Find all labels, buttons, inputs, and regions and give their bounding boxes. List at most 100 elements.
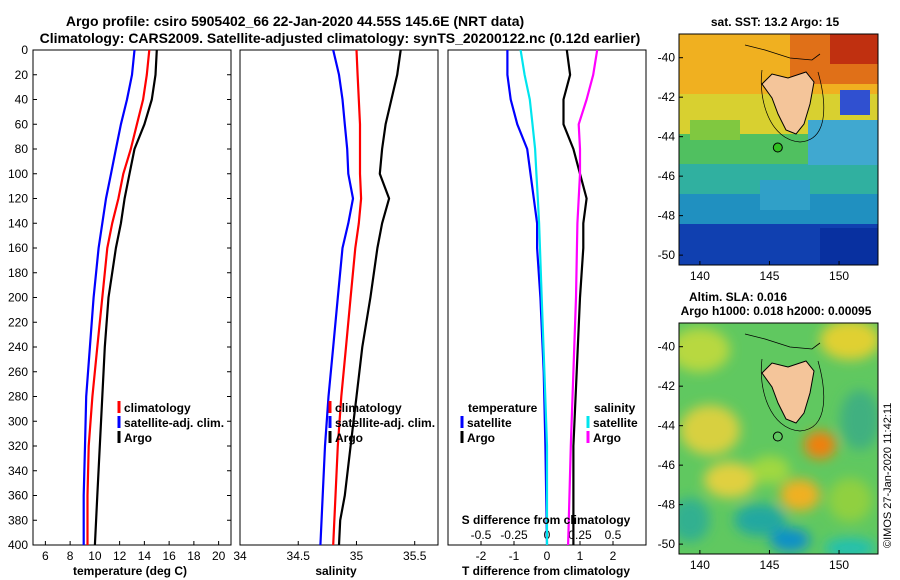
x-tick-label: 10 [88, 549, 102, 563]
map-lat-label: -42 [658, 90, 676, 104]
x-tick-label: -1 [509, 549, 520, 563]
map-lat-label: -44 [658, 130, 676, 144]
legend-label-temp-satellite: satellite [467, 416, 512, 430]
sla-map-subtitle: Argo h1000: 0.018 h2000: 0.00095 [681, 304, 872, 318]
map-lon-label: 145 [759, 269, 779, 283]
temperature-difference-xlabel: T difference from climatology [462, 564, 630, 578]
x-tick-label: 35.5 [403, 549, 427, 563]
salinity-legend: climatology satellite-adj. clim. Argo [328, 401, 435, 445]
depth-tick-label: 300 [8, 414, 28, 428]
legend-label-sal-satellite: satellite [593, 416, 638, 430]
salinity-diff-tick-label: -0.25 [500, 528, 528, 542]
depth-tick-label: 260 [8, 365, 28, 379]
series-line-satellite-adj-clim- [319, 50, 355, 545]
x-tick-label: 34.5 [287, 549, 311, 563]
map-lat-label: -40 [658, 340, 676, 354]
salinity-x-ticks: 34 34.5 35 35.5 [233, 541, 427, 563]
legend-label-argo: Argo [335, 431, 363, 445]
temperature-xlabel: temperature (deg C) [73, 564, 187, 578]
sst-map-title: sat. SST: 13.2 Argo: 15 [711, 15, 840, 29]
imos-watermark: ©IMOS 27-Jan-2020 11:42:11 [882, 403, 894, 548]
depth-tick-label: 0 [21, 43, 28, 57]
map-lon-label: 140 [690, 269, 710, 283]
depth-tick-label: 100 [8, 167, 28, 181]
salinity-diff-tick-label: 0.25 [568, 528, 592, 542]
depth-tick-label: 120 [8, 192, 28, 206]
depth-tick-label: 340 [8, 464, 28, 478]
series-line-satellite-adj-clim- [82, 50, 136, 545]
legend-label-satellite: satellite-adj. clim. [124, 416, 224, 430]
depth-tick-label: 140 [8, 216, 28, 230]
series-line-argo [93, 50, 158, 545]
legend-label-argo: Argo [124, 431, 152, 445]
x-tick-label: -2 [476, 549, 487, 563]
depth-tick-label: 80 [15, 142, 29, 156]
series-line-climatology [332, 50, 363, 545]
x-tick-label: 0 [544, 549, 551, 563]
difference-legend: temperature satellite Argo salinity sate… [460, 401, 638, 445]
legend-label-climatology: climatology [124, 401, 191, 415]
depth-tick-label: 220 [8, 315, 28, 329]
legend-label-sal-argo: Argo [593, 431, 621, 445]
map-lat-label: -40 [658, 51, 676, 65]
figure-title-line2: Climatology: CARS2009. Satellite-adjuste… [40, 30, 641, 46]
depth-tick-label: 280 [8, 390, 28, 404]
map-lat-label: -44 [658, 419, 676, 433]
legend-label-satellite: satellite-adj. clim. [335, 416, 435, 430]
map-lon-label: 150 [829, 269, 849, 283]
depth-tick-label: 320 [8, 439, 28, 453]
sla-map-image [679, 323, 878, 554]
salinity-diff-tick-label: 0.5 [605, 528, 622, 542]
depth-tick-label: 200 [8, 291, 28, 305]
map-lon-label: 150 [829, 558, 849, 572]
argo-location-marker [772, 431, 783, 442]
x-tick-label: 8 [67, 549, 74, 563]
x-tick-label: 35 [350, 549, 364, 563]
depth-tick-label: 180 [8, 266, 28, 280]
x-tick-label: 14 [138, 549, 152, 563]
series-line-temperature-argo [562, 50, 588, 545]
series-line-salinity-argo [567, 50, 599, 545]
map-lat-label: -48 [658, 209, 676, 223]
depth-tick-label: 380 [8, 513, 28, 527]
x-tick-label: 16 [162, 549, 176, 563]
figure-title-line1: Argo profile: csiro 5905402_66 22-Jan-20… [66, 13, 524, 29]
salinity-diff-tick-label: -0.5 [471, 528, 492, 542]
series-line-argo [337, 50, 402, 545]
salinity-difference-xlabel: S difference from climatology [462, 513, 631, 527]
series-line-salinity-satellite [519, 50, 549, 545]
temperature-axes-frame [32, 49, 232, 546]
map-lat-label: -42 [658, 379, 676, 393]
sst-map-frame [678, 33, 879, 266]
salinity-panel: 34 34.5 35 35.5 salinity climatology satell… [233, 49, 439, 578]
x-tick-label: 1 [577, 549, 584, 563]
depth-tick-label: 240 [8, 340, 28, 354]
legend-title-salinity: salinity [594, 401, 636, 415]
sst-map-ticks: 140 145 150 -40 -42 -44 -46 -48 -50 [658, 51, 850, 283]
sst-map: sat. SST: 13.2 Argo: 15 140 145 150 -40 -42 -… [658, 15, 879, 283]
series-line-climatology [86, 50, 151, 545]
sla-map-frame [678, 322, 879, 555]
x-tick-label: 18 [187, 549, 201, 563]
sst-map-image [679, 34, 878, 265]
difference-panel: -2 -1 0 1 2-0.5 -0.25 0 0.25 0.5 S difference fr… [447, 49, 647, 578]
depth-tick-label: 400 [8, 538, 28, 552]
argo-location-marker [772, 142, 783, 153]
sla-map-ticks: 140 145 150 -40 -42 -44 -46 -48 -50 [658, 340, 850, 572]
x-tick-label: 6 [42, 549, 49, 563]
temperature-x-ticks: 6 8 10 12 14 16 18 20 [42, 541, 226, 563]
map-lat-label: -48 [658, 498, 676, 512]
map-lat-label: -50 [658, 248, 676, 262]
legend-label-climatology: climatology [335, 401, 402, 415]
legend-label-temp-argo: Argo [467, 431, 495, 445]
depth-tick-label: 40 [15, 93, 29, 107]
sla-map: Altim. SLA: 0.016 Argo h1000: 0.018 h200… [658, 290, 879, 572]
map-lat-label: -46 [658, 169, 676, 183]
x-tick-label: 34 [233, 549, 247, 563]
temperature-legend: climatology satellite-adj. clim. Argo [117, 401, 224, 445]
map-lat-label: -46 [658, 458, 676, 472]
map-lat-label: -50 [658, 537, 676, 551]
x-tick-label: 20 [212, 549, 226, 563]
map-lon-label: 145 [759, 558, 779, 572]
